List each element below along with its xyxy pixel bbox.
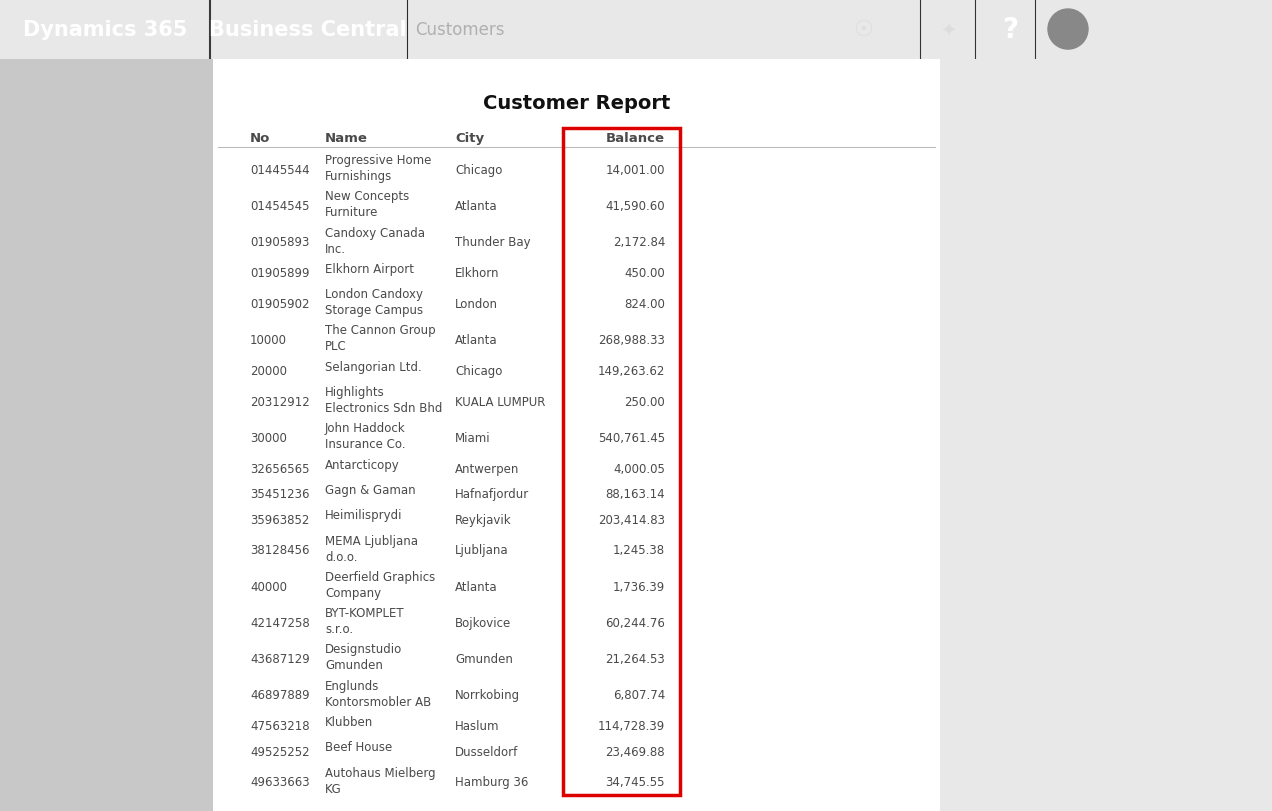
Text: No: No bbox=[251, 132, 271, 145]
Text: Atlanta: Atlanta bbox=[455, 580, 497, 593]
Text: Balance: Balance bbox=[605, 132, 665, 145]
Text: Atlanta: Atlanta bbox=[455, 333, 497, 346]
Text: Hafnafjordur: Hafnafjordur bbox=[455, 487, 529, 500]
Text: 2,172.84: 2,172.84 bbox=[613, 236, 665, 249]
Text: MEMA Ljubljana
d.o.o.: MEMA Ljubljana d.o.o. bbox=[326, 534, 418, 563]
Text: Antarcticopy: Antarcticopy bbox=[326, 458, 399, 471]
Text: 49525252: 49525252 bbox=[251, 744, 309, 757]
Text: 149,263.62: 149,263.62 bbox=[598, 364, 665, 377]
Text: 35963852: 35963852 bbox=[251, 513, 309, 526]
Text: 540,761.45: 540,761.45 bbox=[598, 431, 665, 444]
Text: 23,469.88: 23,469.88 bbox=[605, 744, 665, 757]
Text: 10000: 10000 bbox=[251, 333, 287, 346]
Text: 01905893: 01905893 bbox=[251, 236, 309, 249]
Text: Atlanta: Atlanta bbox=[455, 200, 497, 212]
Text: ✦: ✦ bbox=[940, 20, 957, 40]
Text: Reykjavik: Reykjavik bbox=[455, 513, 511, 526]
Text: Progressive Home
Furnishings: Progressive Home Furnishings bbox=[326, 154, 431, 182]
Bar bbox=[0, 60, 212, 811]
Text: 01445544: 01445544 bbox=[251, 164, 309, 177]
Text: London Candoxy
Storage Campus: London Candoxy Storage Campus bbox=[326, 288, 424, 317]
Text: Gmunden: Gmunden bbox=[455, 652, 513, 665]
Text: 40000: 40000 bbox=[251, 580, 287, 593]
Text: Klubben: Klubben bbox=[326, 715, 373, 728]
Text: Heimilisprydi: Heimilisprydi bbox=[326, 508, 402, 521]
Text: Englunds
Kontorsmobler AB: Englunds Kontorsmobler AB bbox=[326, 679, 431, 708]
Text: 21,264.53: 21,264.53 bbox=[605, 652, 665, 665]
Text: KUALA LUMPUR: KUALA LUMPUR bbox=[455, 395, 546, 408]
Text: Beef House: Beef House bbox=[326, 740, 392, 753]
Text: 268,988.33: 268,988.33 bbox=[598, 333, 665, 346]
Text: BYT-KOMPLET
s.r.o.: BYT-KOMPLET s.r.o. bbox=[326, 607, 404, 636]
Text: 1,736.39: 1,736.39 bbox=[613, 580, 665, 593]
Text: 14,001.00: 14,001.00 bbox=[605, 164, 665, 177]
Text: Deerfield Graphics
Company: Deerfield Graphics Company bbox=[326, 570, 435, 599]
Bar bbox=[940, 60, 1272, 811]
Text: Gagn & Gaman: Gagn & Gaman bbox=[326, 483, 416, 496]
Text: 46897889: 46897889 bbox=[251, 689, 309, 702]
Text: Highlights
Electronics Sdn Bhd: Highlights Electronics Sdn Bhd bbox=[326, 385, 443, 414]
Text: 43687129: 43687129 bbox=[251, 652, 310, 665]
Text: 35451236: 35451236 bbox=[251, 487, 309, 500]
Text: Bojkovice: Bojkovice bbox=[455, 616, 511, 629]
Text: Hamburg 36: Hamburg 36 bbox=[455, 775, 528, 788]
Text: John Haddock
Insurance Co.: John Haddock Insurance Co. bbox=[326, 422, 406, 451]
Text: 30000: 30000 bbox=[251, 431, 287, 444]
Text: Thunder Bay: Thunder Bay bbox=[455, 236, 530, 249]
Text: ?: ? bbox=[1002, 16, 1018, 44]
Text: Elkhorn: Elkhorn bbox=[455, 267, 500, 280]
Text: 42147258: 42147258 bbox=[251, 616, 310, 629]
Text: 32656565: 32656565 bbox=[251, 462, 309, 475]
Text: Haslum: Haslum bbox=[455, 719, 500, 732]
Text: Chicago: Chicago bbox=[455, 164, 502, 177]
Text: 41,590.60: 41,590.60 bbox=[605, 200, 665, 212]
Text: 88,163.14: 88,163.14 bbox=[605, 487, 665, 500]
Text: Antwerpen: Antwerpen bbox=[455, 462, 519, 475]
Text: The Cannon Group
PLC: The Cannon Group PLC bbox=[326, 324, 435, 353]
Text: 60,244.76: 60,244.76 bbox=[605, 616, 665, 629]
Text: Business Central: Business Central bbox=[209, 20, 407, 40]
Text: Miami: Miami bbox=[455, 431, 491, 444]
Text: Candoxy Canada
Inc.: Candoxy Canada Inc. bbox=[326, 226, 425, 255]
Text: Selangorian Ltd.: Selangorian Ltd. bbox=[326, 360, 422, 373]
Text: 47563218: 47563218 bbox=[251, 719, 309, 732]
Text: 824.00: 824.00 bbox=[625, 298, 665, 311]
Text: Norrkobing: Norrkobing bbox=[455, 689, 520, 702]
Text: Customer Report: Customer Report bbox=[483, 94, 670, 113]
Text: ☉: ☉ bbox=[854, 20, 873, 40]
Text: 49633663: 49633663 bbox=[251, 775, 309, 788]
Bar bbox=[563, 129, 681, 795]
Text: New Concepts
Furniture: New Concepts Furniture bbox=[326, 190, 410, 219]
Text: Name: Name bbox=[326, 132, 368, 145]
Text: 450.00: 450.00 bbox=[625, 267, 665, 280]
Text: Designstudio
Gmunden: Designstudio Gmunden bbox=[326, 642, 402, 672]
Text: 1,245.38: 1,245.38 bbox=[613, 543, 665, 556]
Bar bbox=[212, 60, 940, 811]
Text: 203,414.83: 203,414.83 bbox=[598, 513, 665, 526]
Text: London: London bbox=[455, 298, 499, 311]
Text: City: City bbox=[455, 132, 485, 145]
Text: 6,807.74: 6,807.74 bbox=[613, 689, 665, 702]
Text: 01905899: 01905899 bbox=[251, 267, 309, 280]
Text: Autohaus Mielberg
KG: Autohaus Mielberg KG bbox=[326, 766, 435, 795]
Text: 20312912: 20312912 bbox=[251, 395, 310, 408]
Text: Customers: Customers bbox=[415, 21, 505, 39]
Circle shape bbox=[1048, 10, 1088, 50]
Text: 34,745.55: 34,745.55 bbox=[605, 775, 665, 788]
Text: 01905902: 01905902 bbox=[251, 298, 309, 311]
Text: 114,728.39: 114,728.39 bbox=[598, 719, 665, 732]
Text: Chicago: Chicago bbox=[455, 364, 502, 377]
Text: 38128456: 38128456 bbox=[251, 543, 309, 556]
Text: Ljubljana: Ljubljana bbox=[455, 543, 509, 556]
Text: 250.00: 250.00 bbox=[625, 395, 665, 408]
Text: 01454545: 01454545 bbox=[251, 200, 309, 212]
Text: Dynamics 365: Dynamics 365 bbox=[23, 20, 187, 40]
Text: Dusseldorf: Dusseldorf bbox=[455, 744, 518, 757]
Text: 4,000.05: 4,000.05 bbox=[613, 462, 665, 475]
Text: Elkhorn Airport: Elkhorn Airport bbox=[326, 263, 413, 276]
Text: 20000: 20000 bbox=[251, 364, 287, 377]
